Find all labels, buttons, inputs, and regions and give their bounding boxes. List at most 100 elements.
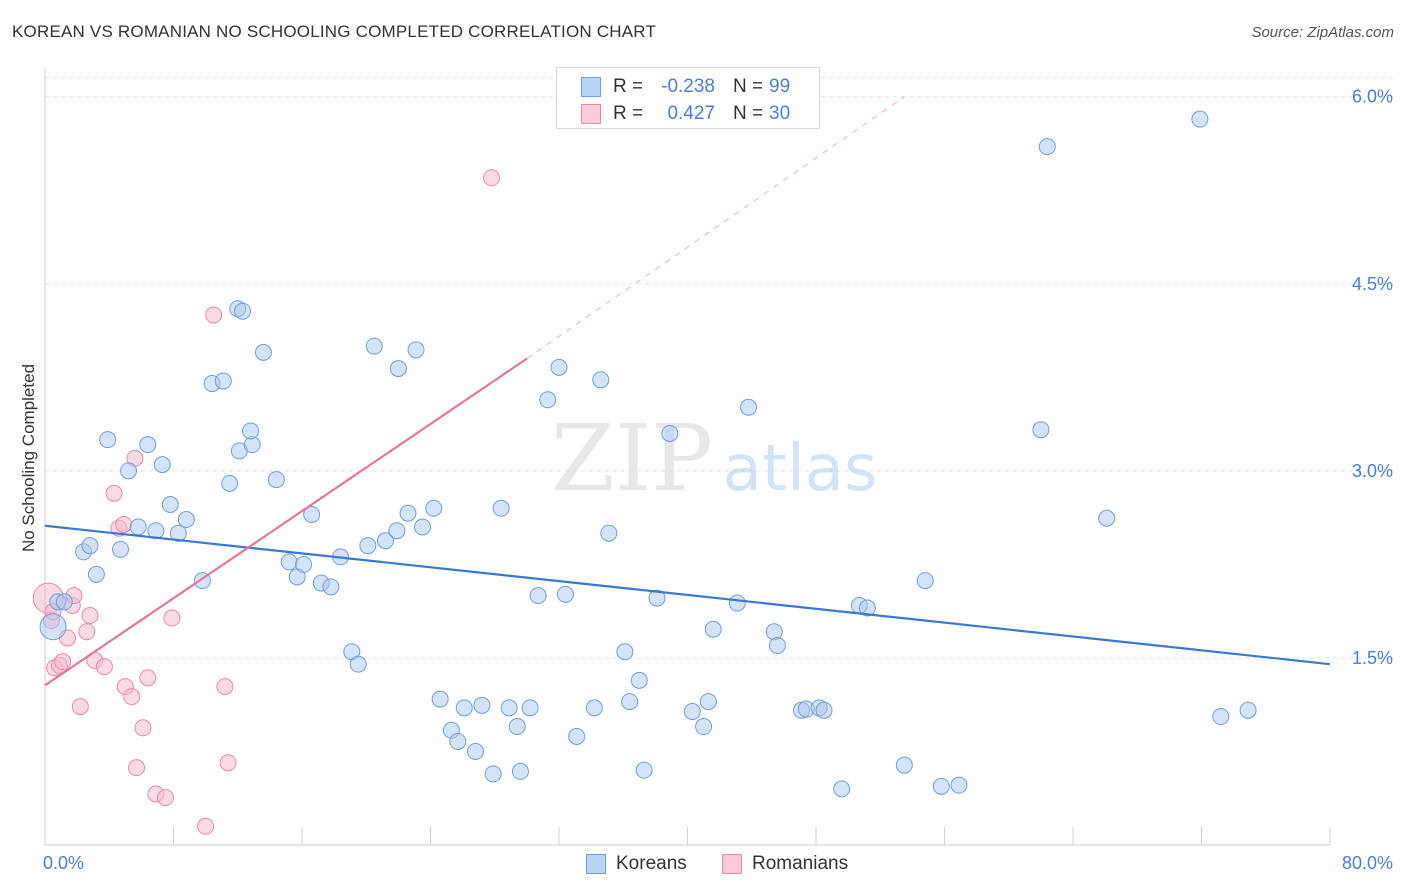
korean-point — [161, 496, 179, 514]
korean-point — [661, 424, 679, 442]
korean-point — [699, 693, 717, 711]
korean-point — [425, 499, 443, 517]
korean-point — [99, 431, 117, 449]
korean-point — [635, 761, 653, 779]
legend-n-label: N = — [733, 103, 764, 124]
korean-point — [916, 572, 934, 590]
korean-point — [508, 718, 526, 736]
korean-point — [303, 506, 321, 524]
legend-r-label: R = — [613, 103, 644, 124]
korean-point — [740, 398, 758, 416]
watermark: ZIP atlas — [551, 405, 877, 512]
korean-point — [1212, 708, 1230, 726]
korean-point — [858, 599, 876, 617]
korean-point — [550, 358, 568, 376]
korean-point — [704, 620, 722, 638]
y-tick-label: 4.5% — [1352, 274, 1393, 294]
korean-point — [768, 636, 786, 654]
korean-point — [111, 540, 129, 558]
korean-point — [556, 585, 574, 603]
korean-point — [295, 555, 313, 573]
legend-r-value: 0.427 — [667, 103, 715, 124]
romanian-point — [134, 719, 152, 737]
romanian-point — [54, 653, 72, 671]
legend-n-value: 99 — [769, 76, 791, 97]
korean-point — [833, 780, 851, 798]
bottom-legend-swatch-koreans — [586, 854, 606, 874]
romanian-point — [115, 515, 133, 533]
bottom-legend-label-koreans: Koreans — [616, 853, 687, 874]
legend-n-value: 30 — [769, 103, 791, 124]
korean-point — [214, 372, 232, 390]
korean-point — [399, 504, 417, 522]
korean-point — [413, 518, 431, 536]
legend-row-koreans: R = -0.238 N = 99 — [581, 74, 790, 100]
romanian-point — [95, 658, 113, 676]
korean-point — [932, 777, 950, 795]
korean-point — [683, 703, 701, 721]
bottom-legend-koreans: Koreans — [586, 852, 687, 876]
korean-point — [365, 337, 383, 355]
romanian-point — [139, 669, 157, 687]
korean-point — [139, 436, 157, 454]
romanian-point — [78, 623, 96, 641]
korean-point — [648, 589, 666, 607]
korean-point — [388, 522, 406, 540]
korean-point — [120, 462, 138, 480]
korean-point — [630, 671, 648, 689]
korean-point — [521, 699, 539, 717]
chart-title: KOREAN VS ROMANIAN NO SCHOOLING COMPLETE… — [12, 22, 657, 41]
korean-point — [585, 699, 603, 717]
source-label: Source: ZipAtlas.com — [1251, 24, 1394, 41]
romanian-trend-line — [44, 357, 528, 687]
romanian-point — [123, 688, 141, 706]
legend-r-label: R = — [613, 76, 644, 97]
korean-point — [389, 360, 407, 378]
korean-points — [39, 110, 1257, 798]
korean-point — [39, 613, 67, 641]
korean-trend-line — [44, 524, 1331, 666]
korean-point — [600, 524, 618, 542]
romanian-point — [71, 698, 89, 716]
bottom-legend-label-romanians: Romanians — [752, 853, 849, 874]
korean-point — [242, 422, 260, 440]
korean-point — [529, 587, 547, 605]
korean-point — [592, 371, 610, 389]
korean-point — [950, 776, 968, 794]
x-tick-label-max: 80.0% — [1342, 853, 1393, 873]
korean-point — [55, 593, 73, 611]
romanian-point — [205, 306, 223, 324]
korean-point — [322, 578, 340, 596]
korean-point — [473, 696, 491, 714]
romanian-point — [219, 754, 237, 772]
romanian-point — [483, 169, 501, 187]
korean-point — [1038, 138, 1056, 156]
romanian-point — [128, 759, 146, 777]
y-tick-label: 6.0% — [1352, 87, 1393, 107]
legend-swatch-koreans — [581, 77, 601, 97]
y-tick-label: 3.0% — [1352, 461, 1393, 481]
trend-lines — [44, 96, 1331, 687]
korean-point — [492, 499, 510, 517]
korean-point — [377, 532, 395, 550]
korean-point — [87, 565, 105, 583]
x-tick-label-min: 0.0% — [43, 853, 84, 873]
gridlines — [45, 77, 1395, 659]
korean-point — [129, 518, 147, 536]
romanian-point — [105, 484, 123, 502]
legend-n-label: N = — [733, 76, 764, 97]
korean-point — [484, 765, 502, 783]
legend-swatch-romanians — [581, 104, 601, 124]
korean-point — [568, 727, 586, 745]
korean-point — [349, 655, 367, 673]
romanian-point — [163, 609, 181, 627]
korean-point — [621, 693, 639, 711]
correlation-legend: R = -0.238 N = 99 R = 0.427 N = 30 — [556, 67, 820, 129]
romanian-point — [81, 607, 99, 625]
watermark-atlas: atlas — [723, 432, 878, 506]
korean-point — [1098, 509, 1116, 527]
korean-point — [1191, 110, 1209, 128]
legend-row-romanians: R = 0.427 N = 30 — [581, 101, 790, 127]
korean-point — [616, 643, 634, 661]
